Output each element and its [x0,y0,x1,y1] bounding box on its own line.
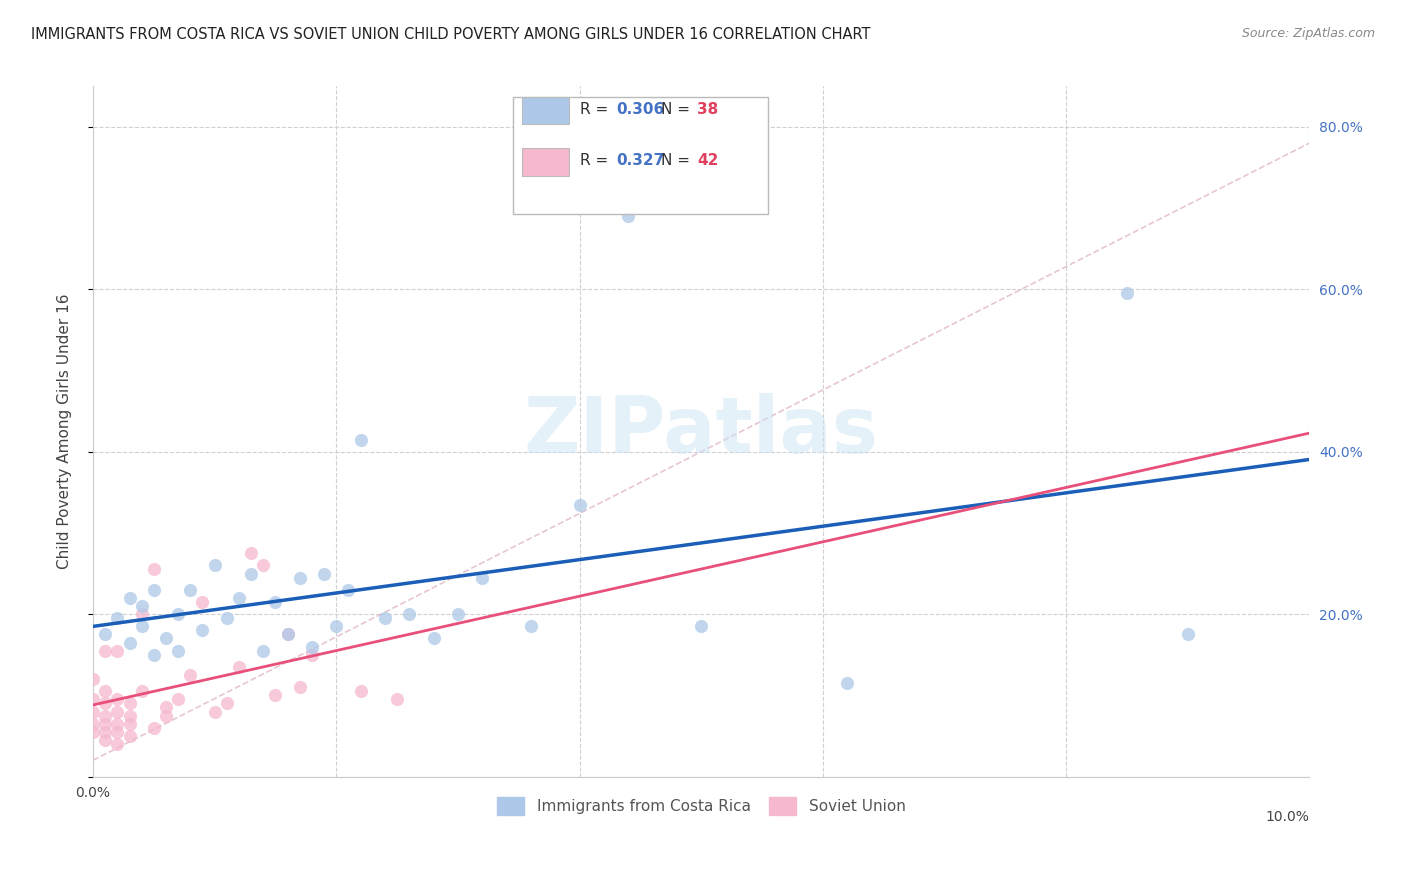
Point [142,648,165,662]
Point [264,595,287,609]
Point [105,737,128,751]
Point [82,724,104,739]
FancyBboxPatch shape [523,148,568,176]
Point [94,716,117,731]
Point [82,705,104,719]
Text: 0.327: 0.327 [616,153,664,169]
Point [349,684,371,698]
Text: 10.0%: 10.0% [1265,810,1309,823]
Y-axis label: Child Poverty Among Girls Under 16: Child Poverty Among Girls Under 16 [58,293,72,569]
Text: R =: R = [579,153,613,169]
Text: 0.306: 0.306 [616,102,664,117]
Point [155,708,177,723]
Point [252,643,274,657]
Point [422,632,444,646]
Point [277,627,299,641]
Text: N =: N = [661,153,695,169]
Text: N =: N = [661,102,695,117]
Legend: Immigrants from Costa Rica, Soviet Union: Immigrants from Costa Rica, Soviet Union [491,791,911,821]
Point [105,643,128,657]
Point [142,562,165,576]
Point [131,607,153,621]
Point [167,692,190,706]
Point [179,668,201,682]
Point [471,571,494,585]
Text: Source: ZipAtlas.com: Source: ZipAtlas.com [1241,27,1375,40]
Point [447,607,470,621]
Point [94,627,117,641]
Point [204,558,226,573]
FancyBboxPatch shape [513,96,768,214]
Point [94,724,117,739]
Point [288,680,311,694]
Point [118,635,141,649]
Point [240,566,263,581]
Point [118,729,141,743]
Point [690,619,713,633]
Point [155,700,177,714]
Point [131,599,153,613]
Text: ZIPatlas: ZIPatlas [523,393,879,469]
Point [94,733,117,747]
Text: R =: R = [579,102,613,117]
Point [325,619,347,633]
Point [105,716,128,731]
Point [1177,627,1199,641]
Point [94,643,117,657]
Point [204,705,226,719]
Point [142,582,165,597]
Point [617,209,640,223]
Point [835,676,858,690]
Point [288,571,311,585]
Point [337,582,360,597]
Point [82,692,104,706]
Point [191,624,214,638]
Point [94,708,117,723]
Point [301,640,323,654]
Point [105,692,128,706]
Point [118,716,141,731]
Point [385,692,408,706]
Text: 38: 38 [697,102,718,117]
Point [1115,286,1137,301]
Point [142,721,165,735]
Point [94,684,117,698]
Point [264,689,287,703]
Point [349,433,371,447]
Point [228,591,250,605]
Point [94,697,117,711]
Point [105,705,128,719]
Point [301,648,323,662]
Point [118,591,141,605]
Point [155,632,177,646]
Point [240,546,263,560]
Point [82,716,104,731]
Point [179,582,201,597]
Point [277,627,299,641]
Point [520,619,543,633]
Point [568,498,591,512]
Point [398,607,420,621]
Point [228,660,250,674]
Point [252,558,274,573]
Point [105,611,128,625]
Point [82,672,104,686]
Point [118,697,141,711]
Point [131,619,153,633]
Point [167,607,190,621]
Point [105,724,128,739]
Point [118,708,141,723]
Text: IMMIGRANTS FROM COSTA RICA VS SOVIET UNION CHILD POVERTY AMONG GIRLS UNDER 16 CO: IMMIGRANTS FROM COSTA RICA VS SOVIET UNI… [31,27,870,42]
FancyBboxPatch shape [523,96,568,124]
Point [191,595,214,609]
Point [314,566,336,581]
Point [374,611,396,625]
Point [167,643,190,657]
Point [215,611,238,625]
Point [215,697,238,711]
Point [131,684,153,698]
Text: 42: 42 [697,153,718,169]
